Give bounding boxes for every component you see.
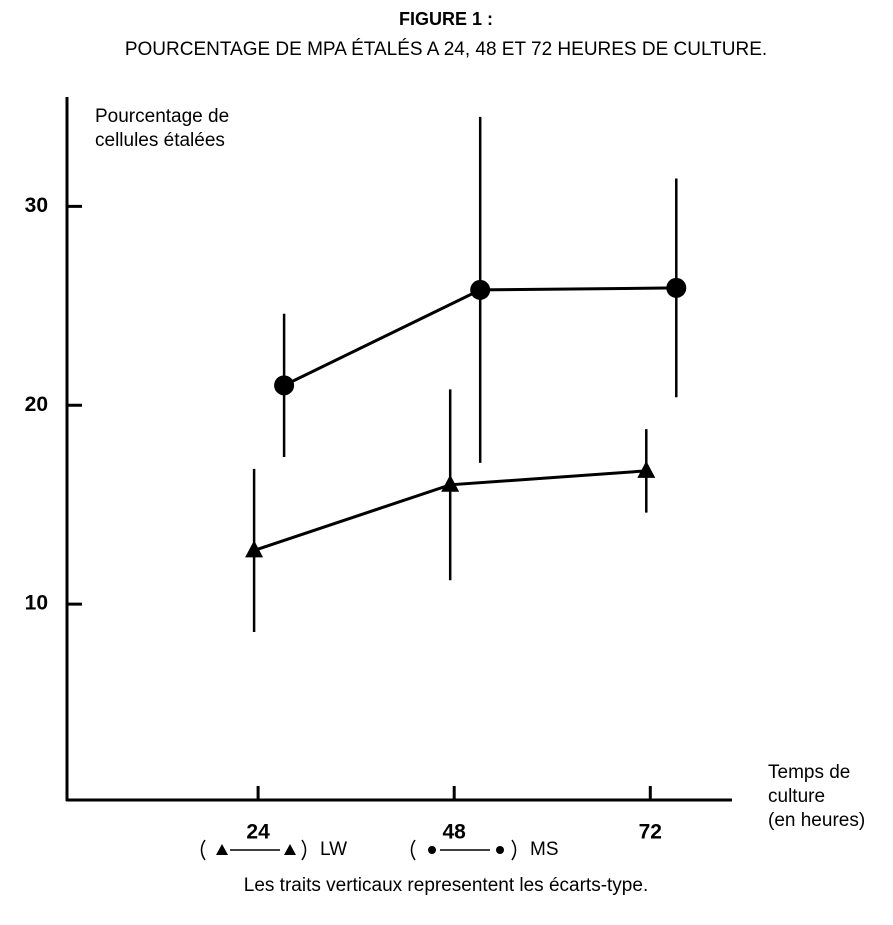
note: Les traits verticaux representent les éc…	[244, 875, 648, 896]
legend-marker	[496, 846, 504, 854]
marker	[245, 540, 264, 558]
x-tick-label: 48	[443, 821, 467, 844]
y-axis-label: Pourcentage de	[95, 106, 229, 127]
x-axis-label: Temps de	[768, 762, 850, 783]
chart-title: FIGURE 1 :	[399, 9, 493, 29]
legend-paren	[200, 839, 206, 861]
marker	[666, 277, 687, 298]
y-tick-label: 20	[25, 393, 48, 416]
marker	[441, 474, 460, 492]
legend-marker	[428, 846, 436, 854]
legend-paren	[301, 839, 307, 861]
y-tick-label: 10	[25, 592, 48, 615]
y-tick-label: 30	[25, 194, 48, 217]
chart-subtitle: POURCENTAGE DE MPA ÉTALÉS A 24, 48 ET 72…	[125, 39, 767, 60]
legend-paren	[410, 839, 416, 861]
x-tick-label: 24	[246, 821, 270, 844]
legend-marker	[216, 844, 228, 855]
y-axis-label: cellules étalées	[95, 130, 225, 151]
legend-marker	[284, 844, 296, 855]
marker	[470, 279, 491, 300]
marker	[637, 460, 656, 478]
x-axis-label: (en heures)	[768, 810, 865, 831]
legend-label: LW	[320, 839, 347, 860]
legend-paren	[511, 839, 517, 861]
x-tick-label: 72	[639, 821, 662, 844]
marker	[274, 375, 295, 396]
legend-label: MS	[530, 839, 559, 860]
x-axis-label: culture	[768, 786, 825, 807]
